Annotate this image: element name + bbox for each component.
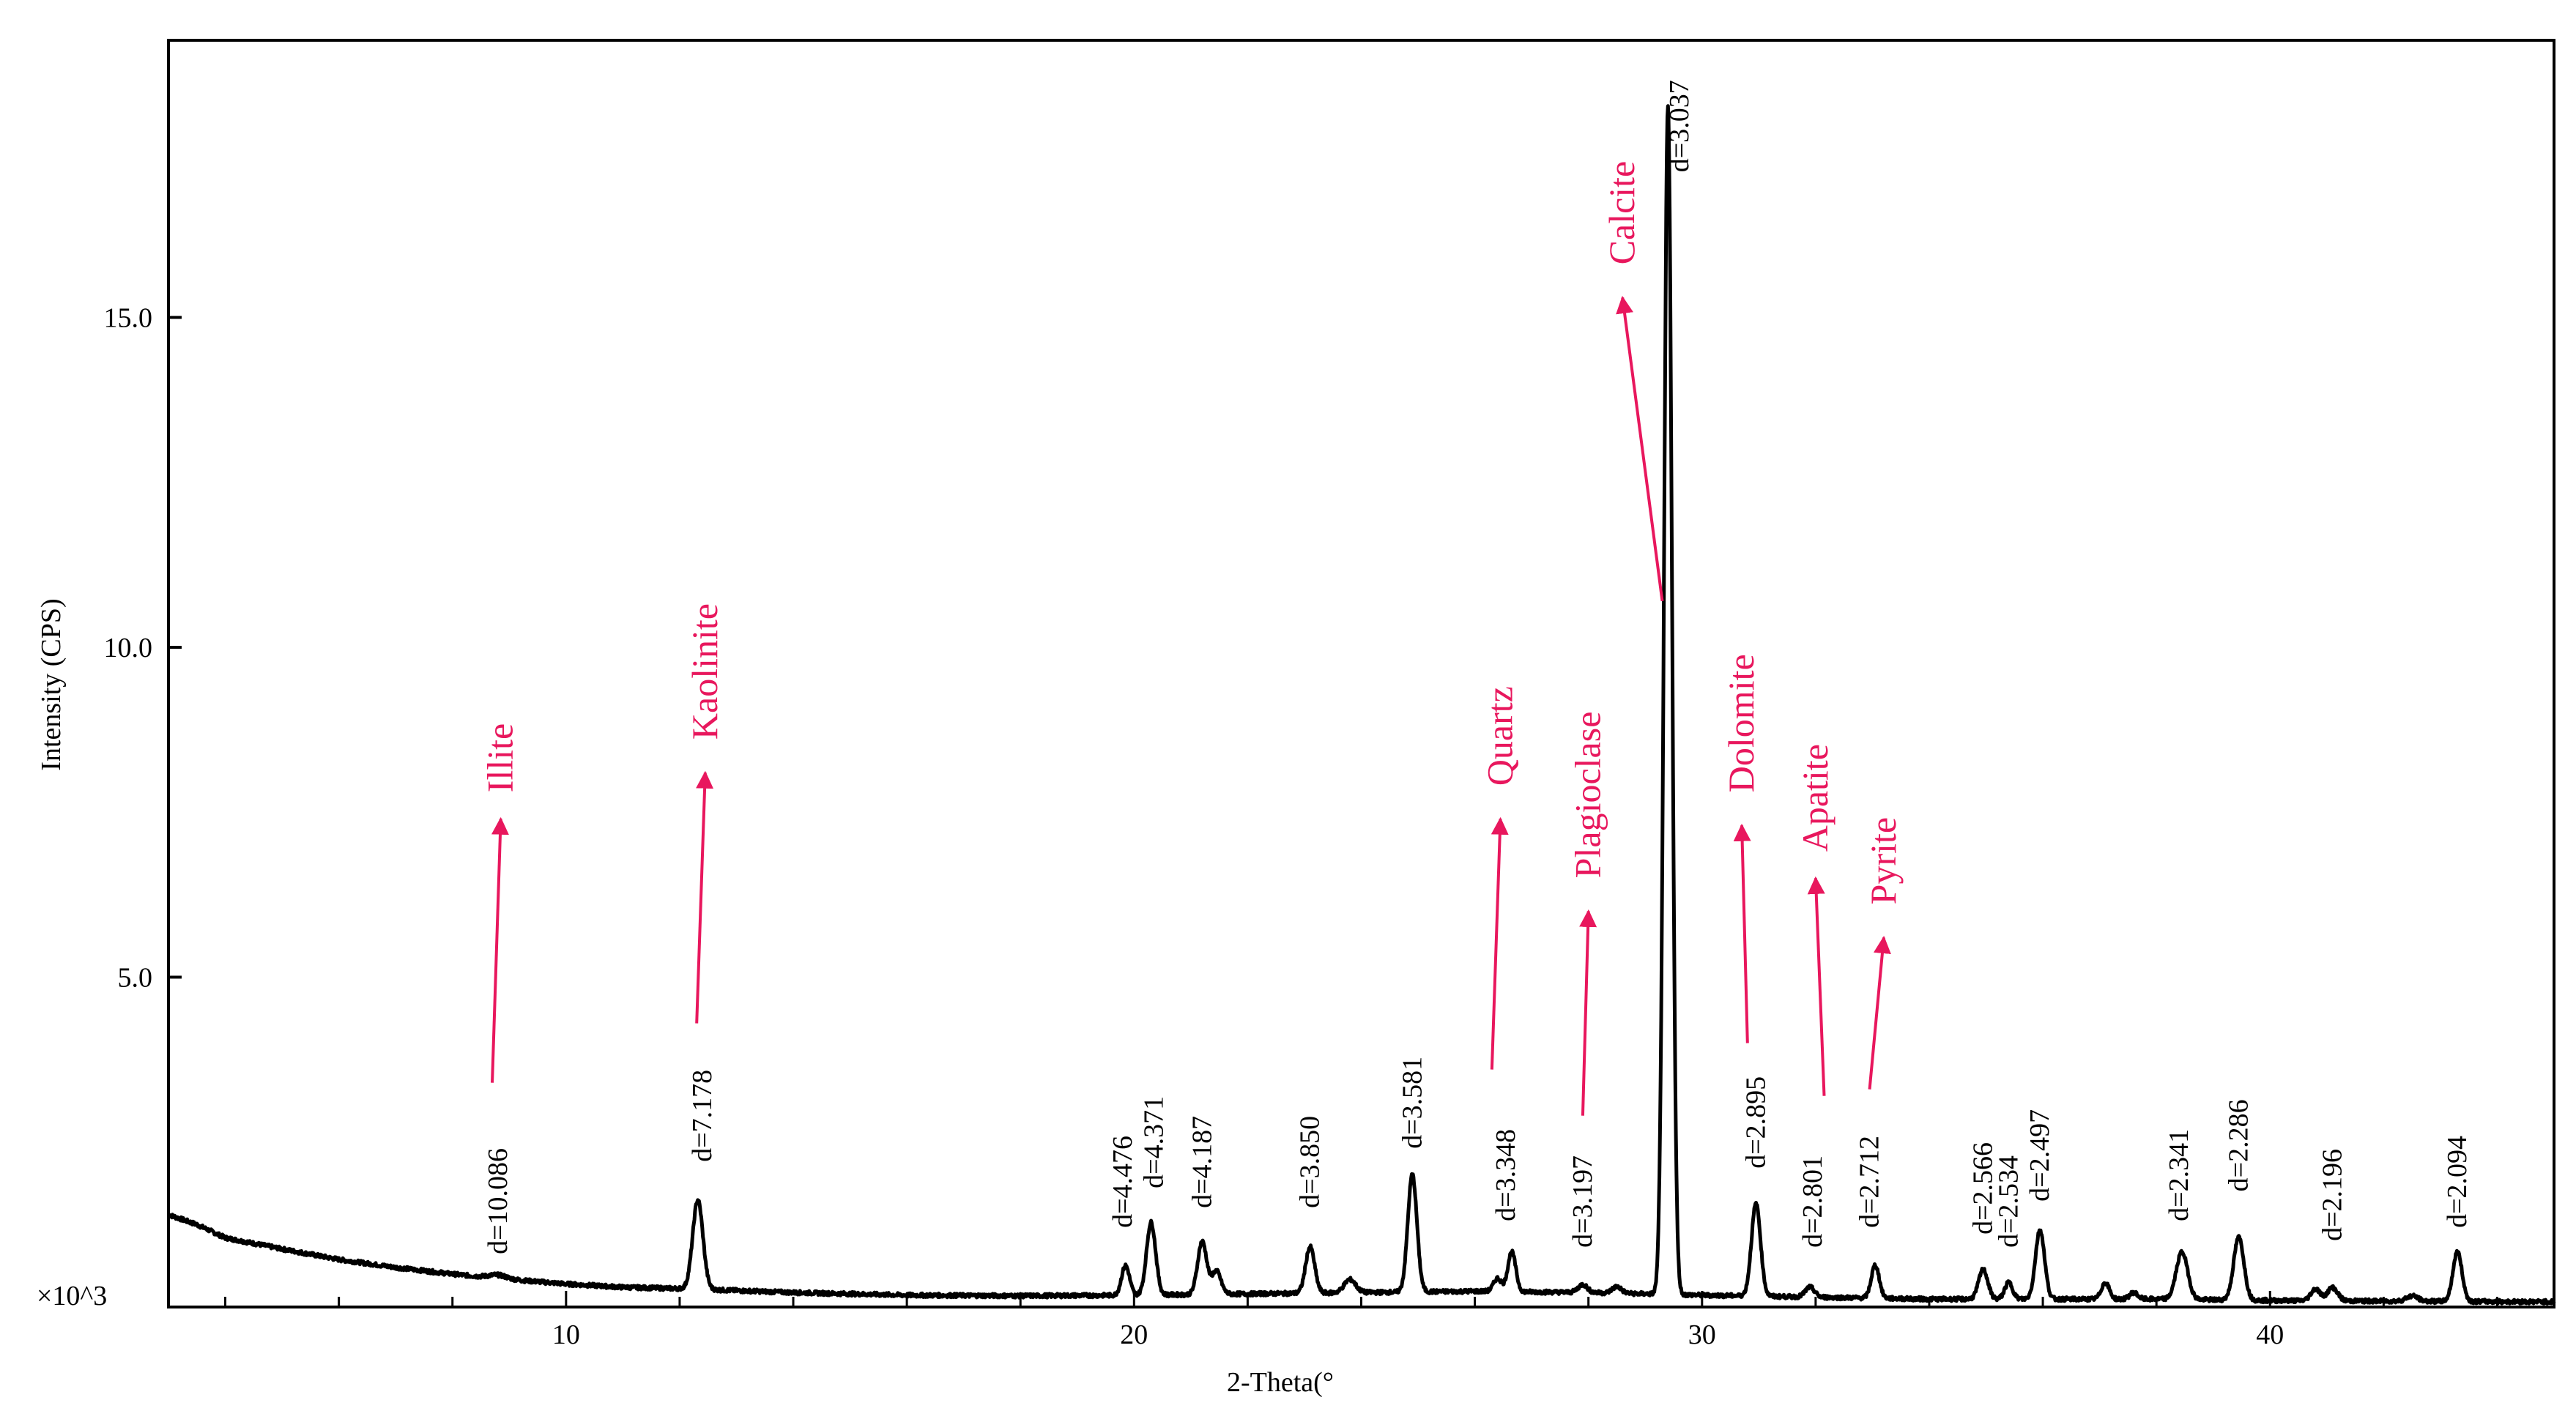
y-tick-label: 10.0 [104,633,153,663]
d-spacing-label: d=2.497 [2024,1109,2055,1202]
mineral-arrow [695,770,714,1024]
d-spacing-label: d=4.187 [1187,1116,1217,1208]
d-spacing-label: d=3.850 [1295,1116,1326,1208]
mineral-label: Dolomite [1721,654,1762,792]
d-spacing-label: d=2.534 [1994,1155,2024,1248]
mineral-label: Plagioclase [1567,712,1608,879]
d-spacing-label: d=2.895 [1740,1076,1771,1169]
mineral-arrow [1733,823,1751,1043]
d-spacing-label: d=2.196 [2317,1149,2348,1241]
d-spacing-label: d=10.086 [483,1148,513,1254]
d-spacing-label: d=3.197 [1567,1155,1598,1248]
y-axis-ticks: 5.0 10.0 15.0 [104,302,182,993]
x-axis-title: 2-Theta(° [1227,1367,1334,1398]
d-spacing-label: d=2.566 [1968,1142,1999,1235]
mineral-arrow [1579,909,1597,1116]
d-spacing-label: d=4.476 [1107,1136,1138,1228]
mineral-arrow [491,816,509,1083]
y-tick-label: 5.0 [118,962,153,993]
x-tick-label: 30 [1688,1319,1716,1350]
mineral-arrow [1616,296,1664,602]
y-tick-label: 15.0 [104,302,153,333]
x-tick-label: 10 [552,1319,580,1350]
mineral-label: Calcite [1601,161,1642,265]
d-spacing-labels: d=10.086 d=7.178 d=4.476 d=4.371 d=4.187 d=3.… [483,80,2473,1254]
xrd-pattern-line [167,104,2556,1306]
mineral-arrow [1490,816,1509,1070]
mineral-label: Pyrite [1863,817,1904,904]
d-spacing-label: d=4.371 [1138,1096,1169,1188]
mineral-arrow [1807,876,1826,1096]
d-spacing-label: d=2.094 [2442,1136,2473,1228]
y-multiplier-label: ×10^3 [37,1281,107,1311]
y-axis-title: Intensity (CPS) [36,598,67,770]
x-tick-label: 40 [2256,1319,2284,1350]
mineral-label: Kaolinite [684,603,725,740]
d-spacing-label: d=2.801 [1797,1155,1828,1248]
mineral-label: Quartz [1479,686,1520,786]
mineral-label: Apatite [1794,744,1836,852]
d-spacing-label: d=7.178 [687,1070,718,1162]
x-tick-label: 20 [1120,1319,1148,1350]
d-spacing-label: d=3.037 [1664,80,1695,172]
mineral-annotations: Illite Kaolinite Quartz Plagioclase Calcite D… [480,161,1904,1116]
mineral-label: Illite [480,723,521,792]
d-spacing-label: d=3.581 [1397,1057,1428,1149]
d-spacing-label: d=2.286 [2224,1099,2254,1191]
d-spacing-label: d=2.341 [2164,1129,2194,1221]
mineral-arrow [1868,936,1891,1090]
plot-frame [167,39,2555,1308]
d-spacing-label: d=2.712 [1855,1136,1885,1228]
d-spacing-label: d=3.348 [1491,1129,1521,1221]
